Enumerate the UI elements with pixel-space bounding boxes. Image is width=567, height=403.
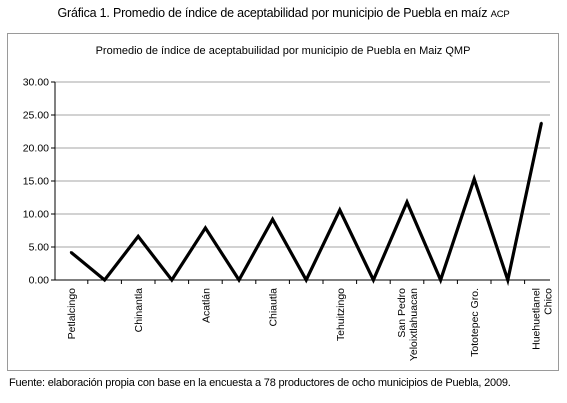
y-tick-label: 10.00 (23, 209, 49, 221)
data-point (506, 278, 509, 282)
data-point (473, 177, 476, 181)
figure-source: Fuente: elaboración propia con base en l… (9, 377, 511, 389)
x-category-label: Tehuitzingo (335, 288, 347, 341)
line-chart: Promedio de índice de aceptabuilidad por… (23, 45, 555, 361)
x-category-label: Tototepec Gro. (469, 288, 481, 357)
data-point (103, 278, 106, 282)
figure-caption: Gráfica 1. Promedio de índice de aceptab… (57, 6, 510, 20)
y-tick-label: 20.00 (23, 143, 49, 155)
data-point (305, 278, 308, 282)
data-point (372, 278, 375, 282)
chart-area: Promedio de índice de aceptabuilidad por… (7, 33, 559, 371)
chart-title: Promedio de índice de aceptabuilidad por… (96, 45, 471, 57)
caption-suffix: ACP (490, 9, 510, 20)
x-category-label: Petlalcingo (66, 288, 78, 340)
y-tick-label: 30.00 (23, 77, 49, 89)
y-tick-label: 25.00 (23, 110, 49, 122)
data-point (137, 235, 140, 238)
data-point (338, 208, 341, 212)
data-point (271, 218, 274, 221)
series-line (69, 122, 543, 287)
data-point (69, 251, 73, 254)
data-point (170, 278, 173, 282)
y-tick-label: 5.00 (29, 242, 50, 254)
y-tick-label: 0.00 (29, 275, 50, 287)
y-tick-label: 15.00 (23, 176, 49, 188)
data-point (439, 278, 442, 282)
x-category-label: San PedroYeloixtlahuacan (396, 288, 420, 361)
data-point (405, 200, 409, 204)
x-category-label: Acatlán (200, 288, 212, 323)
x-category-label: Chiautla (268, 288, 280, 327)
data-point (237, 278, 241, 282)
data-point (204, 226, 207, 230)
data-point (540, 121, 543, 125)
x-category-label: Chinantla (133, 288, 145, 333)
x-category-label: HuehuetlanelChico (530, 288, 554, 350)
